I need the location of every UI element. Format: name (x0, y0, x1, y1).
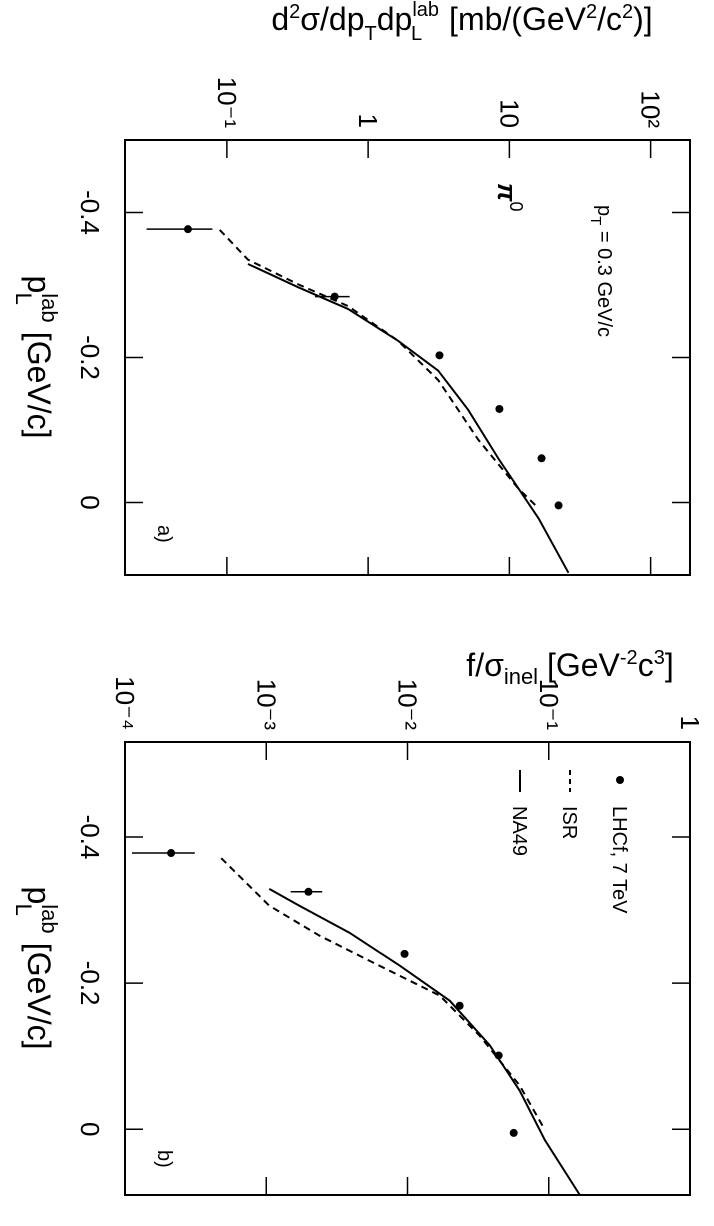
annotation: pT = 0.3 GeV/c (587, 205, 615, 337)
data-point (537, 454, 546, 463)
y-tick-label: 10 (494, 99, 524, 128)
x-tick-label: -0.4 (75, 190, 105, 235)
y-axis-title: f/σinel [GeV-2c3] (466, 647, 673, 689)
data-point (495, 404, 504, 413)
y-tick-label: 10² (636, 90, 666, 128)
legend-label: LHCf, 7 TeV (608, 806, 630, 914)
y-tick-label: 1 (675, 716, 705, 730)
plot-frame (124, 741, 691, 1196)
x-tick-label: -0.2 (75, 335, 105, 380)
y-tick-label: 10⁻⁴ (110, 676, 140, 730)
data-point (435, 351, 444, 360)
y-axis-title: d2σ/dpTdplab L [mb/(GeV2/c2)] (271, 0, 652, 45)
data-point (304, 887, 313, 896)
y-tick-label: 10⁻² (393, 679, 423, 731)
x-tick-label: -0.4 (75, 815, 105, 860)
panel-label: a) (153, 525, 175, 543)
legend-label: NA49 (508, 806, 530, 856)
curve (268, 887, 581, 1196)
data-point (400, 949, 409, 958)
y-tick-label: 10⁻¹ (534, 679, 564, 731)
legend-marker (616, 776, 624, 784)
curve (247, 263, 570, 574)
curve (219, 229, 540, 510)
annotation: π0 (492, 183, 526, 212)
data-point (509, 1128, 518, 1137)
legend-label: ISR (558, 806, 580, 839)
y-tick-label: 1 (353, 114, 383, 128)
curve (220, 857, 546, 1131)
x-tick-label: -0.2 (75, 961, 105, 1006)
x-tick-label: 0 (75, 495, 105, 509)
y-tick-label: 10⁻³ (251, 679, 281, 731)
y-tick-label: 10⁻¹ (212, 77, 242, 129)
panel-label: b) (153, 1150, 175, 1168)
x-axis-title: plabL [GeV/c] (11, 276, 62, 439)
x-axis-title: plabL [GeV/c] (11, 887, 62, 1050)
data-point (455, 1001, 464, 1010)
x-tick-label: 0 (75, 1122, 105, 1136)
data-point (167, 849, 176, 858)
data-point (183, 225, 192, 234)
data-point (554, 501, 563, 510)
